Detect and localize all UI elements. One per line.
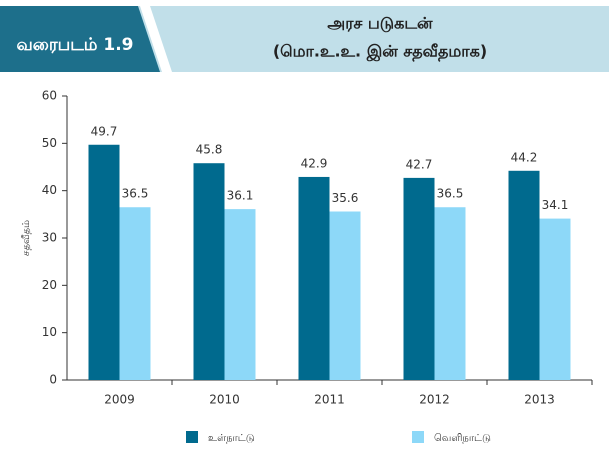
legend-swatch <box>412 431 424 443</box>
y-tick-label: 10 <box>42 325 57 339</box>
y-tick-label: 40 <box>42 183 57 197</box>
bar <box>224 209 256 380</box>
bar <box>329 211 361 380</box>
bar <box>434 207 466 380</box>
bar <box>193 163 225 380</box>
x-tick-label: 2011 <box>314 393 345 407</box>
y-tick-label: 50 <box>42 136 57 150</box>
x-tick-label: 2009 <box>104 393 135 407</box>
bar <box>88 144 120 380</box>
value-label: 49.7 <box>91 124 118 138</box>
bar <box>298 176 330 380</box>
value-label: 36.1 <box>227 189 254 203</box>
chart-title: (மொ.உ.உ. இன் சதவீதமாக) <box>273 42 487 62</box>
y-tick-label: 0 <box>49 373 57 387</box>
bar <box>403 177 435 380</box>
bar <box>119 207 151 380</box>
legend-label: வெளிநாட்டு <box>434 433 491 444</box>
value-label: 36.5 <box>437 187 464 201</box>
bar <box>508 170 540 380</box>
legend-swatch <box>186 431 198 443</box>
y-tick-label: 20 <box>42 278 57 292</box>
value-label: 35.6 <box>332 191 359 205</box>
value-label: 36.5 <box>122 187 149 201</box>
value-label: 45.8 <box>196 143 223 157</box>
y-tick-label: 60 <box>42 89 57 103</box>
chart-title: அரச படுகடன் <box>327 14 433 33</box>
value-label: 42.9 <box>301 156 328 170</box>
legend-label: உள்நாட்டு <box>208 433 255 444</box>
label-box <box>0 6 160 72</box>
x-tick-label: 2013 <box>524 393 555 407</box>
x-tick-label: 2012 <box>419 393 450 407</box>
figure-label: வரைபடம் 1.9 <box>16 35 133 55</box>
value-label: 44.2 <box>511 150 538 164</box>
value-label: 42.7 <box>406 157 433 171</box>
header-slash <box>140 6 172 72</box>
bar <box>539 218 571 380</box>
x-tick-label: 2010 <box>209 393 240 407</box>
value-label: 34.1 <box>542 198 569 212</box>
y-axis-label: சதவீதம் <box>21 220 32 256</box>
y-tick-label: 30 <box>42 231 57 245</box>
